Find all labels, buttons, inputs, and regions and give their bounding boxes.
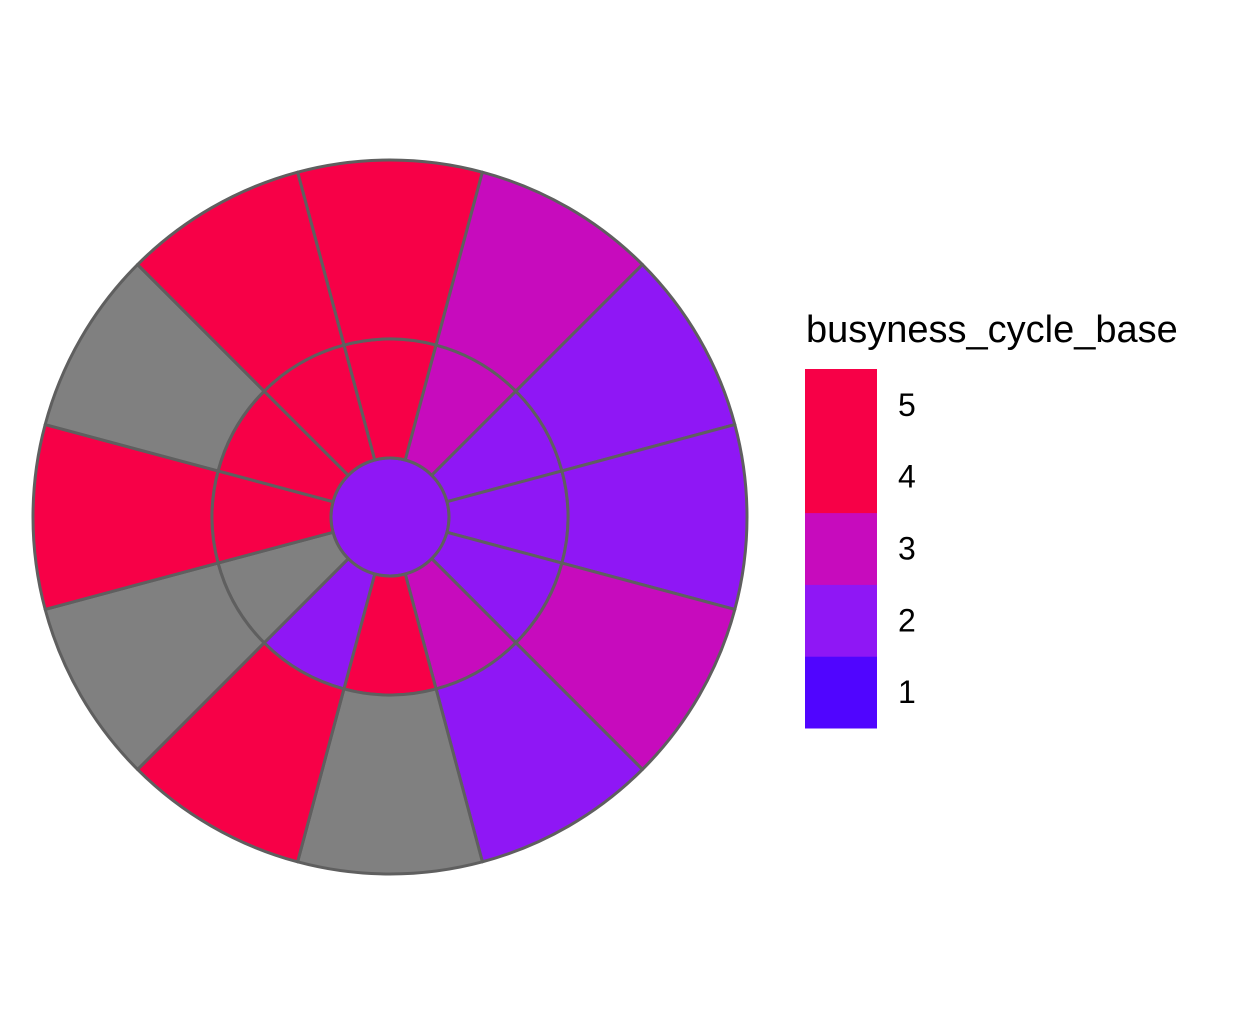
legend-band-2 [805, 512, 877, 585]
legend-band-3 [805, 369, 877, 514]
legend-tick-5: 5 [898, 387, 916, 423]
legend-title: busyness_cycle_base [806, 309, 1178, 351]
legend: busyness_cycle_base 1 2 3 4 5 [805, 309, 1178, 729]
legend-ticks: 1 2 3 4 5 [898, 387, 916, 710]
legend-tick-3: 3 [898, 531, 916, 567]
wedge-outer-11 [136, 170, 346, 393]
legend-tick-1: 1 [898, 674, 916, 710]
legend-band-1 [805, 584, 877, 657]
legend-colorbar [805, 369, 877, 729]
sunburst [31, 158, 749, 876]
legend-band-0 [805, 656, 877, 729]
legend-tick-2: 2 [898, 602, 916, 638]
legend-tick-4: 4 [898, 459, 916, 495]
